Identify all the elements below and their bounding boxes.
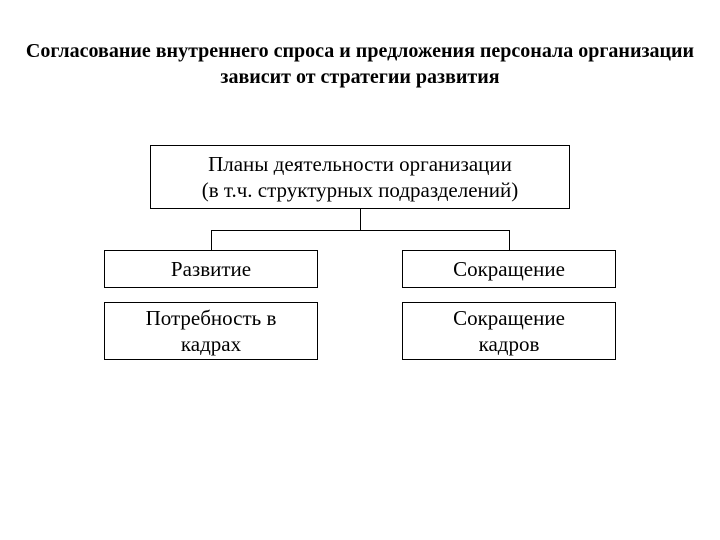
connector-trunk bbox=[360, 209, 361, 230]
node-development: Развитие bbox=[104, 250, 318, 288]
connector-hbar bbox=[211, 230, 510, 231]
node-personnel-need: Потребность вкадрах bbox=[104, 302, 318, 360]
connector-right-branch bbox=[509, 230, 510, 250]
node-reduction: Сокращение bbox=[402, 250, 616, 288]
page-title: Согласование внутреннего спроса и предло… bbox=[0, 38, 720, 90]
node-plans: Планы деятельности организации(в т.ч. ст… bbox=[150, 145, 570, 209]
node-personnel-reduction: Сокращениекадров bbox=[402, 302, 616, 360]
connector-left-branch bbox=[211, 230, 212, 250]
diagram-canvas: Согласование внутреннего спроса и предло… bbox=[0, 0, 720, 540]
